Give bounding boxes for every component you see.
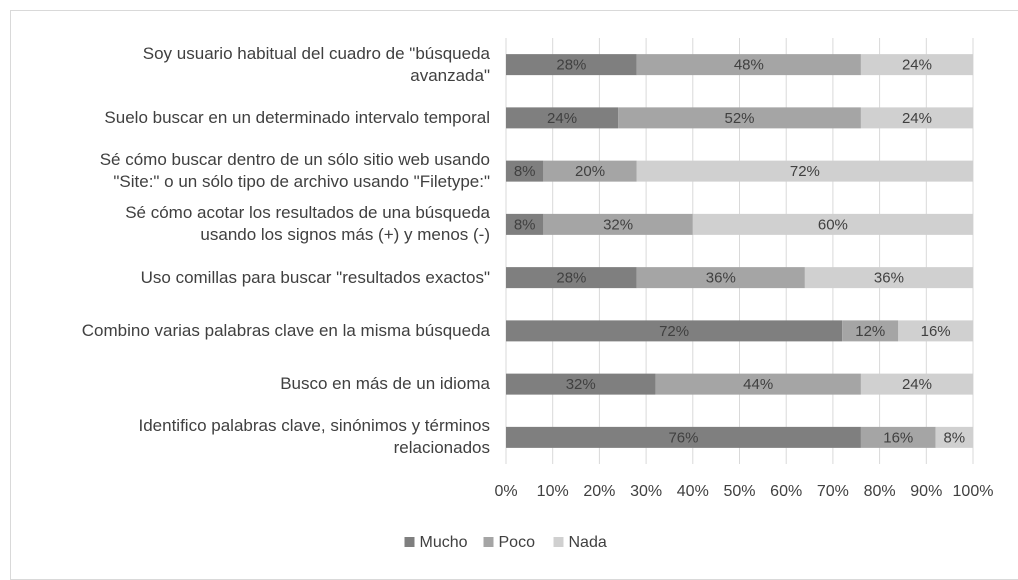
category-label: Identifico palabras clave, sinónimos y t… <box>138 416 491 458</box>
data-label: 24% <box>902 110 932 127</box>
bar-segment <box>655 373 861 395</box>
data-label: 32% <box>603 216 633 233</box>
bar-segment <box>506 107 619 129</box>
data-label: 28% <box>556 57 586 74</box>
data-label: 20% <box>575 163 605 180</box>
category-label: Busco en más de un idioma <box>280 374 490 394</box>
category-label: Sé cómo acotar los resultados de una bús… <box>125 203 490 245</box>
x-tick-label: 90% <box>910 483 942 500</box>
category-label: Combino varias palabras clave en la mism… <box>81 320 490 340</box>
data-label: 48% <box>734 57 764 74</box>
x-tick-label: 40% <box>677 483 709 500</box>
bar-segment <box>506 426 861 448</box>
bar-segment <box>636 160 973 182</box>
category-label: Sé cómo buscar dentro de un sólo sitio w… <box>99 150 490 192</box>
legend-label: Poco <box>499 534 536 551</box>
x-tick-label: 20% <box>583 483 615 500</box>
legend-swatch <box>404 537 415 547</box>
x-tick-label: 70% <box>817 483 849 500</box>
category-label: Soy usuario habitual del cuadro de "búsq… <box>142 43 490 85</box>
bar-segment <box>618 107 861 129</box>
bar-segment <box>860 373 973 395</box>
legend-label: Nada <box>569 534 607 551</box>
data-label: 32% <box>566 376 596 393</box>
bar-segment <box>543 213 693 235</box>
x-tick-label: 10% <box>537 483 569 500</box>
x-tick-label: 50% <box>723 483 755 500</box>
bar-segment <box>506 160 544 182</box>
bar-segment <box>860 54 973 76</box>
data-label: 16% <box>921 323 951 340</box>
bar-segment <box>506 373 656 395</box>
bar-segment <box>935 426 973 448</box>
category-label: Suelo buscar en un determinado intervalo… <box>104 107 490 127</box>
data-label: 44% <box>743 376 773 393</box>
bar-segment <box>506 320 843 342</box>
x-tick-label: 80% <box>864 483 896 500</box>
legend: Mucho Poco Nada <box>404 534 607 551</box>
bar-segment <box>636 54 861 76</box>
bar-segment <box>842 320 899 342</box>
bar-segment <box>860 107 973 129</box>
data-label: 60% <box>818 216 848 233</box>
data-label: 24% <box>547 110 577 127</box>
bar-segment <box>636 267 805 289</box>
data-label: 52% <box>724 110 754 127</box>
data-label: 72% <box>790 163 820 180</box>
data-label: 72% <box>659 323 689 340</box>
data-label: 24% <box>902 376 932 393</box>
legend-label: Mucho <box>420 534 468 551</box>
legend-swatch <box>553 537 564 547</box>
category-label: Uso comillas para buscar "resultados exa… <box>140 267 490 287</box>
x-tick-label: 60% <box>770 483 802 500</box>
bar-segment <box>692 213 973 235</box>
bar-segment <box>543 160 637 182</box>
bar-segment <box>898 320 973 342</box>
data-label: 8% <box>514 163 536 180</box>
x-tick-label: 100% <box>953 483 994 500</box>
data-label: 36% <box>706 270 736 287</box>
bar-segment <box>860 426 936 448</box>
data-label: 8% <box>943 429 965 446</box>
data-label: 24% <box>902 57 932 74</box>
data-label: 16% <box>883 429 913 446</box>
data-label: 12% <box>855 323 885 340</box>
data-label: 36% <box>874 270 904 287</box>
x-tick-label: 30% <box>630 483 662 500</box>
bar-segment <box>506 267 637 289</box>
legend-swatch <box>483 537 494 547</box>
data-label: 8% <box>514 216 536 233</box>
bar-segment <box>506 213 544 235</box>
bar-segment <box>804 267 973 289</box>
bar-segment <box>506 54 637 76</box>
x-tick-label: 0% <box>494 483 517 500</box>
data-label: 76% <box>668 429 698 446</box>
data-label: 28% <box>556 270 586 287</box>
